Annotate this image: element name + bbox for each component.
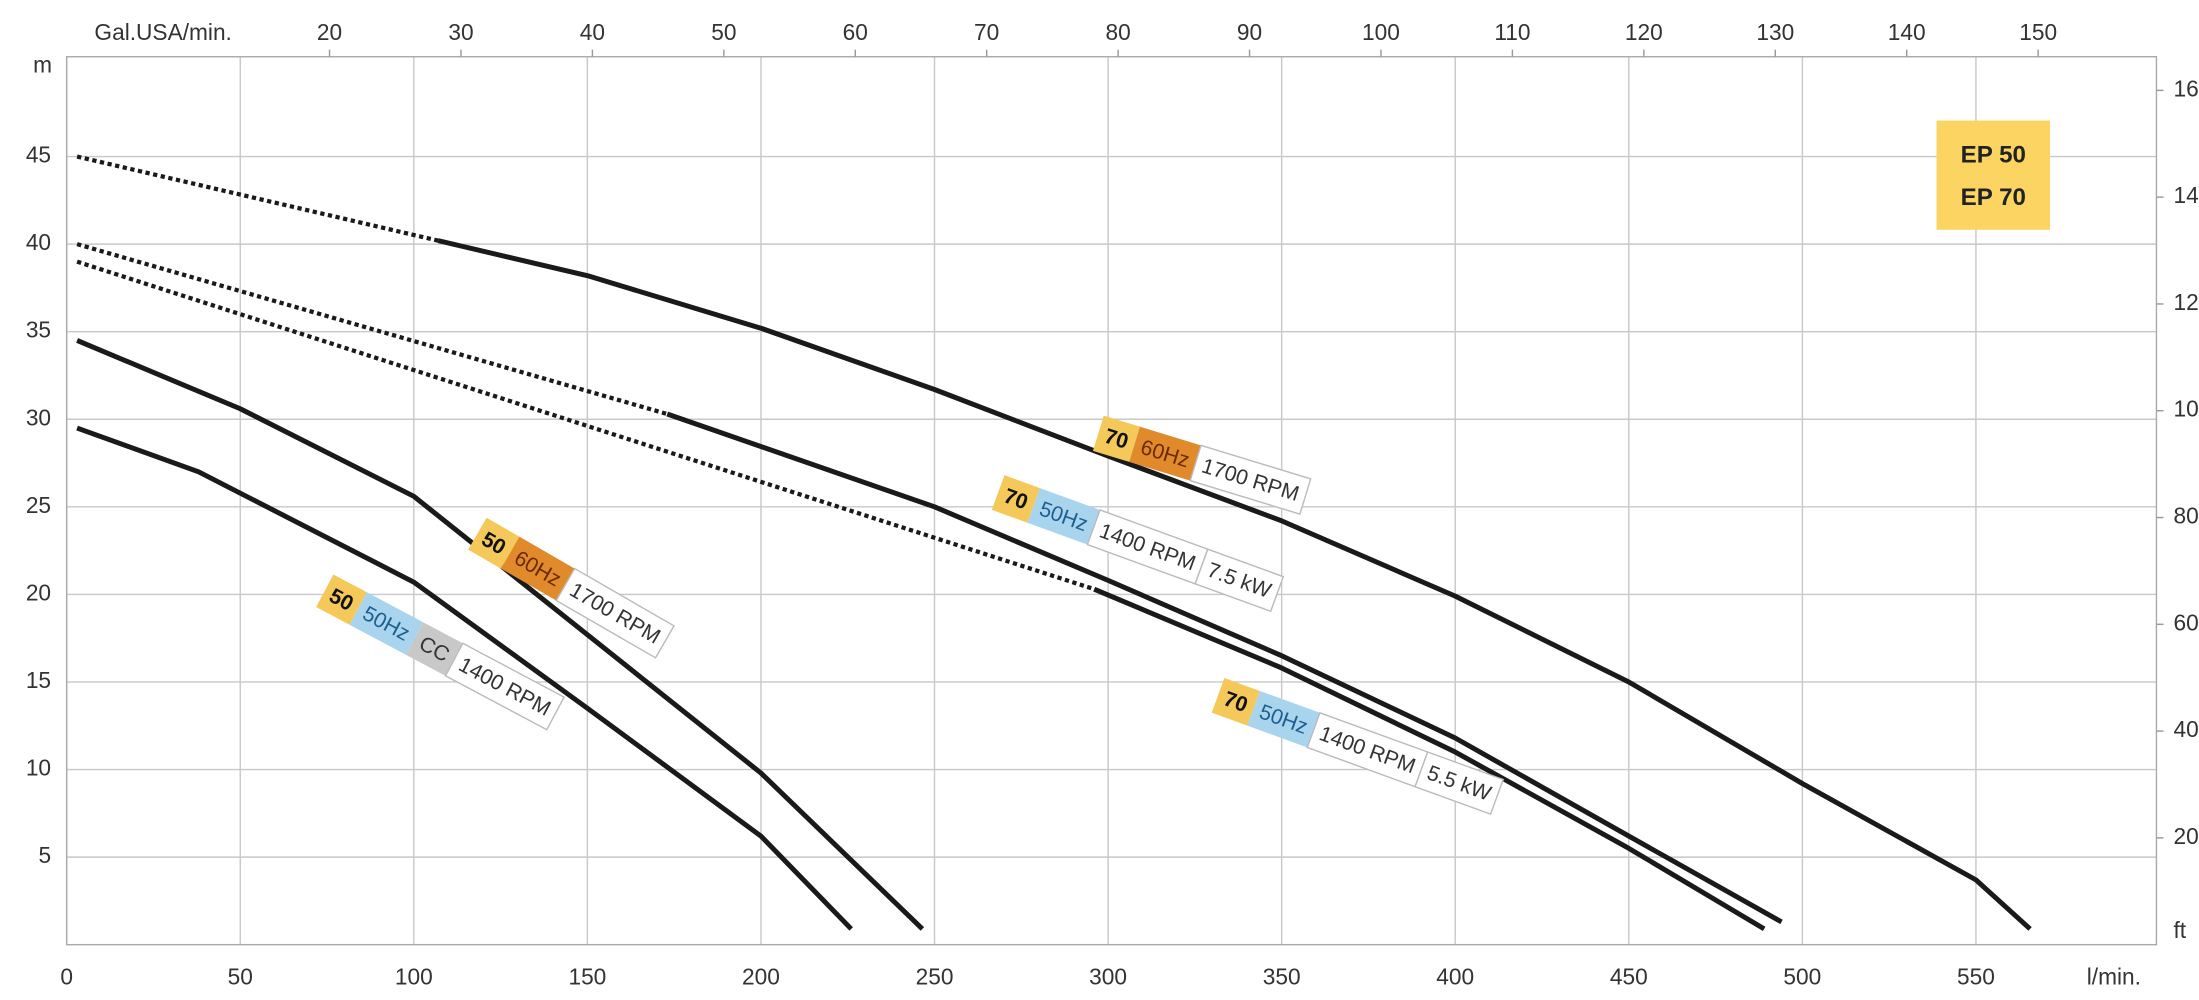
plot-frame: [65, 56, 2158, 946]
y-tick-label: 10: [26, 755, 51, 781]
label-segment: [1129, 426, 1202, 481]
y-axis-title: m: [33, 52, 52, 78]
label-segment: [555, 567, 675, 659]
y-tick-label: 45: [26, 142, 51, 168]
y2-tick-label: 60: [2173, 609, 2198, 635]
label-segment: [1247, 690, 1320, 748]
x2-tick-label: 30: [448, 19, 473, 45]
y-tick-label: 40: [26, 229, 51, 255]
label-segment: [1414, 751, 1505, 816]
label-segment: [991, 475, 1041, 523]
x-tick-label: 250: [916, 964, 954, 990]
extrapolated-curve: [76, 154, 439, 243]
x2-tick-label: 150: [2019, 19, 2057, 45]
x-tick-label: 350: [1263, 964, 1301, 990]
y2-tick-label: 40: [2173, 716, 2198, 742]
label-segment: [444, 642, 566, 731]
y2-tick-label: 120: [2173, 289, 2199, 315]
x-tick-label: 100: [395, 964, 433, 990]
x-tick-label: 0: [60, 964, 73, 990]
y-tick-label: 15: [26, 667, 51, 693]
x2-tick-label: 120: [1625, 19, 1663, 45]
label-segment: [1211, 678, 1260, 726]
label-segment: [405, 622, 463, 676]
model-box: [1936, 120, 2051, 230]
x2-tick-label: 130: [1756, 19, 1794, 45]
extrapolated-curve: [76, 259, 1095, 592]
x2-tick-label: 140: [1888, 19, 1926, 45]
x2-tick-label: 100: [1362, 19, 1400, 45]
label-segment: [349, 592, 424, 655]
label-segment: [1194, 548, 1285, 613]
x2-tick-label: 70: [974, 19, 999, 45]
curve-label: 70 60Hz 1700 RPM: [1092, 415, 1312, 516]
y-tick-label: 30: [26, 404, 51, 430]
extrapolated-curve: [76, 242, 668, 417]
pump-curve: [437, 238, 2032, 931]
x2-tick-label: 80: [1106, 19, 1131, 45]
pump-curve: [1093, 586, 1766, 932]
y2-tick-label: 140: [2173, 182, 2199, 208]
x-tick-label: 50: [228, 964, 253, 990]
pump-curve: [76, 425, 853, 931]
x2-axis-title: Gal.USA/min.: [94, 19, 231, 45]
model-label: EP 50: [1961, 141, 2026, 168]
y-tick-label: 20: [26, 579, 51, 605]
x2-tick-label: 60: [843, 19, 868, 45]
pump-curve: [666, 411, 1783, 925]
x2-tick-label: 50: [711, 19, 736, 45]
grid: [65, 56, 2158, 946]
y2-tick-label: 160: [2173, 75, 2199, 101]
x-tick-label: 550: [1957, 964, 1995, 990]
y2-tick-label: 100: [2173, 396, 2199, 422]
label-segment: [500, 536, 575, 601]
label-segment: [468, 517, 520, 569]
x2-tick-label: 40: [580, 19, 605, 45]
y2-axis-title: ft: [2173, 917, 2186, 943]
label-segment: [1189, 444, 1312, 516]
x-tick-label: 200: [742, 964, 780, 990]
x2-tick-label: 90: [1237, 19, 1262, 45]
y2-tick-label: 80: [2173, 503, 2198, 529]
label-segment: [1092, 415, 1140, 462]
label-segment: [1027, 488, 1101, 545]
x-tick-label: 500: [1783, 964, 1821, 990]
x-axis-title: l/min.: [2087, 964, 2141, 990]
x-tick-label: 450: [1610, 964, 1648, 990]
x2-tick-label: 110: [1494, 19, 1530, 45]
x-tick-label: 150: [568, 964, 606, 990]
y-tick-label: 5: [38, 842, 51, 868]
x-tick-label: 300: [1089, 964, 1127, 990]
x2-tick-label: 20: [317, 19, 342, 45]
model-label: EP 70: [1961, 184, 2026, 211]
y-tick-label: 25: [26, 492, 51, 518]
y2-tick-label: 20: [2173, 823, 2198, 849]
pump-curve: [76, 338, 925, 931]
y-tick-label: 35: [26, 317, 51, 343]
label-segment: [316, 574, 367, 625]
x-tick-label: 400: [1436, 964, 1474, 990]
